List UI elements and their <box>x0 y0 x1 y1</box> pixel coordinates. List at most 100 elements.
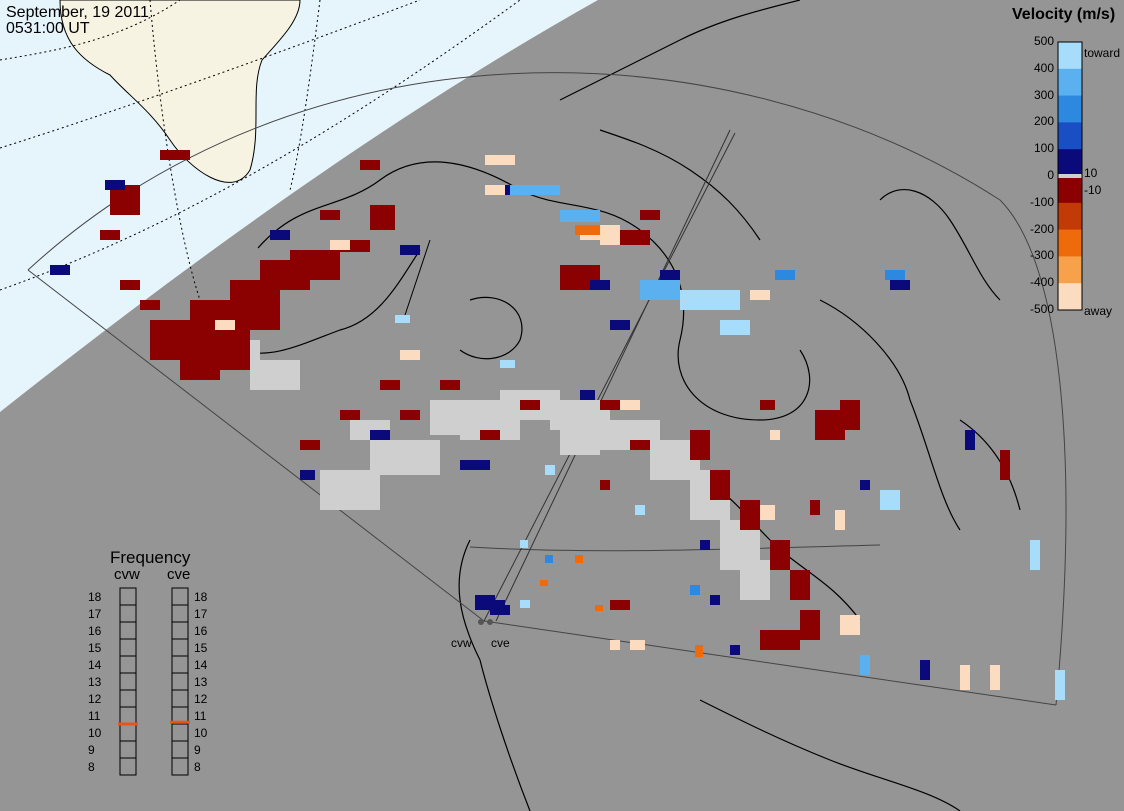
scatter-cell <box>840 615 860 635</box>
inner-tick-pos: 10 <box>1084 166 1098 180</box>
frequency-cell <box>171 723 189 742</box>
scatter-cell <box>300 440 320 450</box>
coastlines <box>239 0 1021 811</box>
frequency-level-right: 8 <box>194 759 201 774</box>
scatter-cell <box>500 605 510 615</box>
frequency-level-right: 14 <box>194 657 208 672</box>
scatter-cell <box>510 185 560 195</box>
scatter-cell <box>520 540 528 548</box>
scatter-cell <box>320 210 340 220</box>
scatter-cell <box>440 380 460 390</box>
scatter-cell <box>575 225 600 235</box>
radar-label-cvw: cvw <box>451 636 472 650</box>
scatter-cell <box>370 440 440 475</box>
frequency-cell <box>119 689 137 708</box>
scatter-cell <box>520 600 530 608</box>
frequency-cell <box>119 706 137 725</box>
frequency-cell <box>171 655 189 674</box>
scatter-cell <box>320 470 380 510</box>
scatter-cell <box>775 270 795 280</box>
scatter-cell <box>960 665 970 690</box>
scatter-cell <box>740 500 760 530</box>
radar-beam-lines <box>483 129 736 622</box>
frequency-cell <box>171 604 189 623</box>
colorbar-band <box>1058 68 1082 97</box>
scatter-cell <box>920 660 930 680</box>
colorbar-tick: -100 <box>1029 194 1054 209</box>
geo-grid <box>0 0 521 301</box>
velocity-colorbar: Velocity (m/s) 500 400 300 200 100 0 -100 -200 -… <box>1012 6 1124 326</box>
frequency-panel: Frequency cvw cve 18 18 17 17 16 16 15 15 14 14 13… <box>84 548 224 778</box>
scatter-cell <box>680 290 740 310</box>
toward-label: toward <box>1084 46 1121 60</box>
radar-fov <box>27 72 1067 706</box>
scatter-cell <box>740 560 770 600</box>
scatter-cell <box>140 300 160 310</box>
colorbar-band <box>1058 229 1082 257</box>
frequency-cell <box>119 740 137 759</box>
frequency-level-left: 12 <box>88 691 102 706</box>
scatter-cell <box>1030 540 1040 570</box>
scatter-cell <box>880 490 900 510</box>
scatter-cell <box>595 605 603 611</box>
frequency-level-right: 11 <box>194 708 207 723</box>
scatter-cell <box>105 180 125 190</box>
scatter-cell <box>860 655 870 675</box>
colorbar-band <box>1058 256 1082 284</box>
daylight-land <box>59 0 301 183</box>
frequency-level-right: 16 <box>194 623 208 638</box>
scatter-cell <box>330 240 350 250</box>
scatter-cell <box>370 430 390 440</box>
frequency-title: Frequency <box>110 548 191 567</box>
scatter-cell <box>860 480 870 490</box>
scatter-cell <box>710 595 720 605</box>
scatter-cell <box>610 320 630 330</box>
frequency-level-left: 15 <box>88 640 102 655</box>
scatter-cell <box>990 665 1000 690</box>
scatter-cell <box>800 610 820 640</box>
scatter-cell <box>560 210 600 222</box>
scatter-cell <box>575 555 583 563</box>
frequency-level-right: 10 <box>194 725 208 740</box>
scatter-cell <box>400 350 420 360</box>
scatter-cell <box>600 400 620 410</box>
scatter-cell <box>340 410 360 420</box>
scatter-cell <box>965 430 975 450</box>
scatter-cell <box>580 390 595 400</box>
colorbar-band <box>1058 202 1082 231</box>
scatter-cell <box>760 630 800 650</box>
scatter-cell <box>620 400 640 410</box>
scatter-cell <box>480 430 500 440</box>
frequency-boxes <box>118 587 190 776</box>
frequency-cell <box>171 638 189 657</box>
colorbar-tick: 0 <box>1047 168 1054 182</box>
colorbar-band <box>1058 95 1082 123</box>
colorbar-band <box>1058 122 1082 150</box>
scatter-cell <box>695 645 703 657</box>
frequency-level-left: 9 <box>88 742 95 757</box>
scatter-cell <box>370 205 395 230</box>
scatter-cell <box>640 280 680 300</box>
frequency-level-left: 16 <box>88 623 102 638</box>
scatter-cell <box>630 440 650 450</box>
frequency-level-right: 17 <box>194 606 208 621</box>
frequency-cell <box>119 723 137 742</box>
scatter-cell <box>485 155 515 165</box>
radar-site-cvw <box>478 619 484 625</box>
frequency-cell <box>119 621 137 640</box>
scatter-cell <box>50 265 70 275</box>
scatter-cell <box>730 645 740 655</box>
scatter-cell <box>840 400 860 430</box>
scatter-cell <box>215 320 235 330</box>
frequency-cell <box>171 672 189 691</box>
colorbar-band <box>1058 283 1082 311</box>
scatter-cell <box>400 245 420 255</box>
colorbar-band <box>1058 176 1082 204</box>
colorbar-tick: -500 <box>1029 302 1054 316</box>
frequency-level-right: 12 <box>194 691 208 706</box>
away-label: away <box>1084 304 1113 318</box>
colorbar-tick: 500 <box>1033 34 1054 48</box>
colorbar-zero-band <box>1058 174 1082 178</box>
scatter-cell <box>540 580 548 586</box>
